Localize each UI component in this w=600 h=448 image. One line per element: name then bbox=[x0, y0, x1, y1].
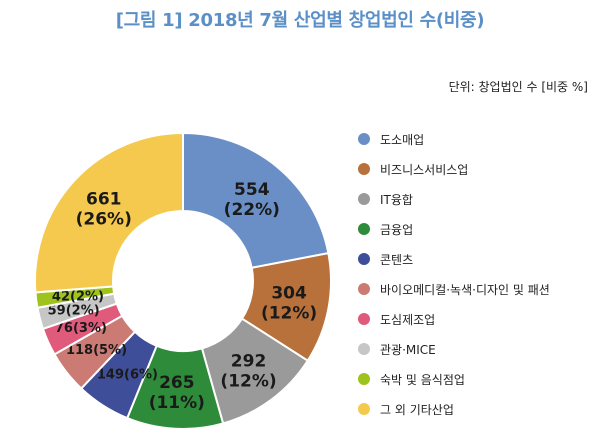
legend-item: 콘텐츠 bbox=[358, 250, 413, 268]
legend-swatch bbox=[358, 403, 370, 415]
legend-item: 금융업 bbox=[358, 220, 413, 238]
legend-label: 콘텐츠 bbox=[380, 252, 414, 267]
legend-label: 숙박 및 음식점업 bbox=[380, 372, 465, 387]
slice-label-3: 292 (12%) bbox=[220, 351, 276, 391]
slice-label-5: 149(6%) bbox=[97, 367, 158, 382]
slice-label-8: 59(2%) bbox=[48, 304, 100, 319]
legend-swatch bbox=[358, 193, 370, 205]
legend-label: 관광·MICE bbox=[380, 342, 436, 357]
chart-title: [그림 1] 2018년 7월 산업별 창업법인 수(비중) bbox=[115, 10, 485, 31]
slice-label-2: 304 (12%) bbox=[261, 283, 317, 323]
legend-swatch bbox=[358, 313, 370, 325]
slice-1 bbox=[182, 131, 330, 269]
legend-label: IT융합 bbox=[380, 192, 413, 207]
slice-label-6: 118(5%) bbox=[66, 343, 127, 358]
slice-label-4: 265 (11%) bbox=[149, 373, 205, 413]
legend-item: 도심제조업 bbox=[358, 310, 435, 328]
legend-label: 그 외 기타산업 bbox=[380, 402, 454, 417]
legend-label: 바이오메디컬·녹색·디자인 및 패션 bbox=[380, 282, 550, 297]
slice-10 bbox=[34, 131, 184, 294]
legend-label: 도심제조업 bbox=[380, 312, 436, 327]
legend-label: 금융업 bbox=[380, 222, 414, 237]
legend-item: IT융합 bbox=[358, 190, 413, 208]
legend-swatch bbox=[358, 373, 370, 385]
legend-swatch bbox=[358, 283, 370, 295]
legend-swatch bbox=[358, 343, 370, 355]
legend-swatch bbox=[358, 133, 370, 145]
slice-label-7: 76(3%) bbox=[55, 321, 107, 336]
legend-item: 숙박 및 음식점업 bbox=[358, 370, 465, 388]
legend-item: 바이오메디컬·녹색·디자인 및 패션 bbox=[358, 280, 550, 298]
legend-item: 도소매업 bbox=[358, 130, 424, 148]
slice-label-10: 661 (26%) bbox=[76, 190, 132, 230]
slice-label-9: 42(2%) bbox=[52, 289, 104, 304]
legend-item: 그 외 기타산업 bbox=[358, 400, 454, 418]
legend-swatch bbox=[358, 223, 370, 235]
unit-label: 단위: 창업법인 수 [비중 %] bbox=[448, 80, 588, 94]
legend-label: 비즈니스서비스업 bbox=[380, 162, 469, 177]
slice-label-1: 554 (22%) bbox=[224, 180, 280, 220]
legend-label: 도소매업 bbox=[380, 132, 425, 147]
legend-swatch bbox=[358, 163, 370, 175]
legend-item: 관광·MICE bbox=[358, 340, 436, 358]
legend-item: 비즈니스서비스업 bbox=[358, 160, 468, 178]
legend-swatch bbox=[358, 253, 370, 265]
